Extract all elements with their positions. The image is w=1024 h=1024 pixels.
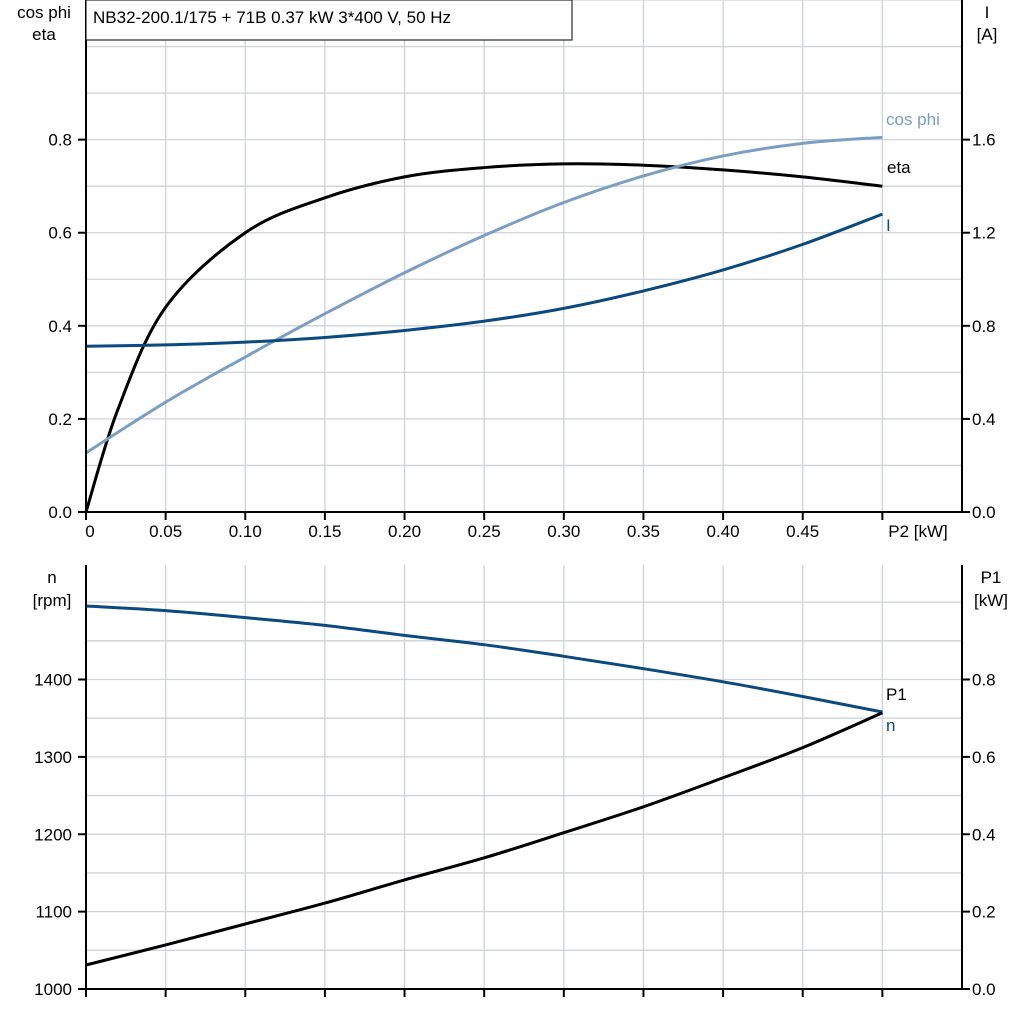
top-right-axis-label-1: I xyxy=(985,3,990,22)
bottom-right-tick-label: 0.8 xyxy=(972,671,996,690)
bottom-left-tick-label: 1000 xyxy=(34,980,72,999)
x-tick-label: 0.15 xyxy=(308,522,341,541)
x-tick-label: 0.45 xyxy=(786,522,819,541)
curve-n xyxy=(85,604,883,714)
top-left-tick-label: 0.6 xyxy=(48,224,72,243)
top-left-tick-label: 0.8 xyxy=(48,131,72,150)
bottom-right-axis-label-1: P1 xyxy=(981,568,1002,587)
x-tick-label: 0 xyxy=(85,522,94,541)
x-tick-label: 0.30 xyxy=(547,522,580,541)
x-tick-label: 0.25 xyxy=(468,522,501,541)
bottom-left-tick-label: 1200 xyxy=(34,825,72,844)
series-label-eta: eta xyxy=(887,158,911,177)
top-left-tick-label: 0.0 xyxy=(48,503,72,522)
curve-cos-phi xyxy=(85,135,883,455)
top-right-tick-label: 1.2 xyxy=(972,224,996,243)
bottom-right-tick-label: 0.4 xyxy=(972,825,996,844)
series-label-cos-phi: cos phi xyxy=(886,110,940,129)
top-grid xyxy=(86,0,962,512)
series-label-P1: P1 xyxy=(886,685,907,704)
bottom-right-axis-label-2: [kW] xyxy=(974,591,1008,610)
bottom-left-tick-label: 1300 xyxy=(34,748,72,767)
top-left-axis-label-2: eta xyxy=(32,25,56,44)
top-right-tick-label: 0.0 xyxy=(972,503,996,522)
top-left-axis-label-1: cos phi xyxy=(17,3,71,22)
x-tick-label: 0.20 xyxy=(388,522,421,541)
top-left-tick-label: 0.2 xyxy=(48,410,72,429)
bottom-right-tick-label: 0.0 xyxy=(972,980,996,999)
x-tick-label: 0.05 xyxy=(149,522,182,541)
bottom-left-tick-label: 1100 xyxy=(35,903,72,922)
series-label-n: n xyxy=(886,716,895,735)
bottom-left-axis-label-1: n xyxy=(47,568,56,587)
x-tick-label: 0.10 xyxy=(229,522,262,541)
tick-labels: 0.0 0.2 0.4 0.6 0.8 0.0 0.4 0.8 1.2 1.6 0 0.05 0.10 0… xyxy=(34,131,995,999)
curve-P1 xyxy=(85,711,883,967)
curve-I xyxy=(85,212,883,348)
x-tick-label: 0.35 xyxy=(627,522,660,541)
top-right-axis-label-2: [A] xyxy=(977,25,998,44)
x-tick-label: 0.40 xyxy=(707,522,740,541)
bottom-right-tick-label: 0.6 xyxy=(972,748,996,767)
bottom-grid xyxy=(86,565,962,989)
bottom-left-axis-label-2: [rpm] xyxy=(33,591,72,610)
series-label-I: I xyxy=(886,216,891,235)
curve-eta xyxy=(84,162,883,513)
axes xyxy=(78,0,970,997)
chart-title: NB32-200.1/175 + 71B 0.37 kW 3*400 V, 50… xyxy=(93,8,451,27)
bottom-left-tick-label: 1400 xyxy=(34,671,72,690)
top-right-tick-label: 1.6 xyxy=(972,131,996,150)
title-box xyxy=(85,0,573,41)
top-left-tick-label: 0.4 xyxy=(48,317,72,336)
curves xyxy=(84,135,883,967)
bottom-right-tick-label: 0.2 xyxy=(972,903,996,922)
top-right-tick-label: 0.4 xyxy=(972,410,996,429)
top-right-tick-label: 0.8 xyxy=(972,317,996,336)
x-axis-label: P2 [kW] xyxy=(888,522,948,541)
